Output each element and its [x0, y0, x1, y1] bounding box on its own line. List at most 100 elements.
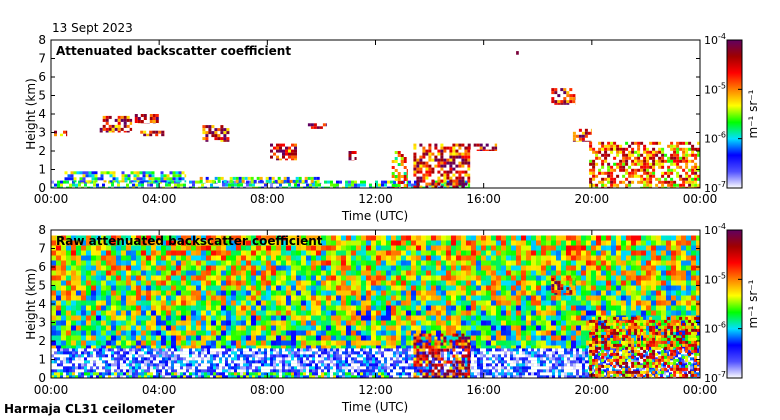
heat-cell [326, 320, 331, 326]
heat-cell [641, 285, 646, 291]
heat-cell [126, 240, 131, 246]
heat-cell [604, 147, 608, 151]
heat-cell [281, 310, 286, 316]
heat-cell [276, 300, 281, 306]
heat-cell [406, 184, 408, 187]
heat-cell [641, 240, 646, 246]
heat-cell [226, 265, 231, 271]
heat-cell [685, 174, 689, 178]
heat-cell [394, 178, 398, 181]
heat-cell [229, 179, 233, 183]
heat-cell [455, 164, 459, 168]
heat-cell [51, 235, 56, 241]
heat-cell [231, 255, 236, 261]
heat-cell [241, 176, 245, 180]
heat-cell [563, 100, 567, 104]
heat-cell [458, 146, 462, 150]
heat-cell [563, 91, 567, 95]
heat-cell [246, 295, 251, 301]
heat-cell [112, 180, 116, 183]
heat-cell [516, 260, 521, 266]
heat-cell [626, 255, 631, 261]
heat-cell [551, 275, 556, 281]
heat-cell [676, 144, 680, 148]
heat-cell [556, 310, 561, 316]
heat-cell [261, 245, 266, 251]
heat-cell [452, 158, 456, 162]
heat-cell [236, 325, 241, 331]
heat-cell [351, 255, 356, 261]
heat-cell [111, 130, 115, 133]
heat-cell [546, 325, 551, 331]
heat-cell [556, 265, 561, 271]
heat-cell [366, 265, 371, 271]
heat-cell [366, 285, 371, 291]
heat-cell [691, 186, 695, 189]
heat-cell [177, 186, 180, 188]
heat-cell [196, 300, 201, 306]
heat-cell [216, 345, 221, 351]
heat-cell [236, 250, 241, 256]
heat-cell [486, 290, 491, 296]
heat-cell [118, 180, 122, 183]
heat-cell [247, 176, 251, 180]
heat-cell [146, 305, 151, 311]
heat-cell [531, 280, 536, 286]
heat-cell [171, 255, 176, 261]
heat-cell [431, 265, 436, 271]
heat-cell [396, 335, 401, 341]
heat-cell [546, 310, 551, 316]
heat-cell [136, 245, 141, 251]
heat-cell [646, 325, 651, 331]
heat-cell [691, 245, 696, 251]
heat-cell [121, 280, 126, 286]
heat-cell [201, 315, 206, 321]
heat-cell [601, 255, 606, 261]
heat-cell [226, 295, 231, 301]
heat-cell [220, 140, 224, 142]
heat-cell [111, 250, 116, 256]
heat-cell [141, 345, 146, 351]
heat-cell [298, 176, 302, 180]
heat-cell [468, 186, 471, 188]
heat-cell [310, 176, 314, 180]
heat-cell [236, 345, 241, 351]
heat-cell [649, 165, 653, 169]
heat-cell [476, 300, 481, 306]
heat-cell [396, 305, 401, 311]
heat-cell [360, 183, 363, 187]
heat-cell [591, 295, 596, 301]
heat-cell [76, 250, 81, 256]
heat-cell [112, 171, 116, 175]
heat-cell [581, 131, 585, 135]
heat-cell [616, 335, 621, 341]
heat-cell [331, 330, 336, 336]
heat-cell [81, 335, 86, 341]
heat-cell [246, 245, 251, 251]
heat-cell [306, 280, 311, 286]
heat-cell [416, 295, 421, 301]
heat-cell [288, 183, 291, 187]
heat-cell [413, 161, 417, 165]
heat-cell [306, 285, 311, 291]
heat-cell [117, 115, 121, 119]
heat-cell [406, 275, 411, 281]
heat-cell [141, 255, 146, 261]
heat-cell [174, 186, 177, 188]
heat-cell [216, 335, 221, 341]
heat-cell [375, 186, 378, 188]
heat-cell [256, 250, 261, 256]
heat-cell [400, 175, 404, 178]
heat-cell [431, 240, 436, 246]
heat-cell [521, 240, 526, 246]
heat-cell [71, 270, 76, 276]
heat-cell [121, 235, 126, 241]
heat-cell [295, 176, 299, 180]
heat-cell [591, 235, 596, 241]
heat-cell [406, 335, 411, 341]
heat-cell [281, 345, 286, 351]
heat-cell [211, 134, 215, 138]
heat-cell [146, 345, 151, 351]
heat-cell [401, 315, 406, 321]
heat-cell [476, 330, 481, 336]
